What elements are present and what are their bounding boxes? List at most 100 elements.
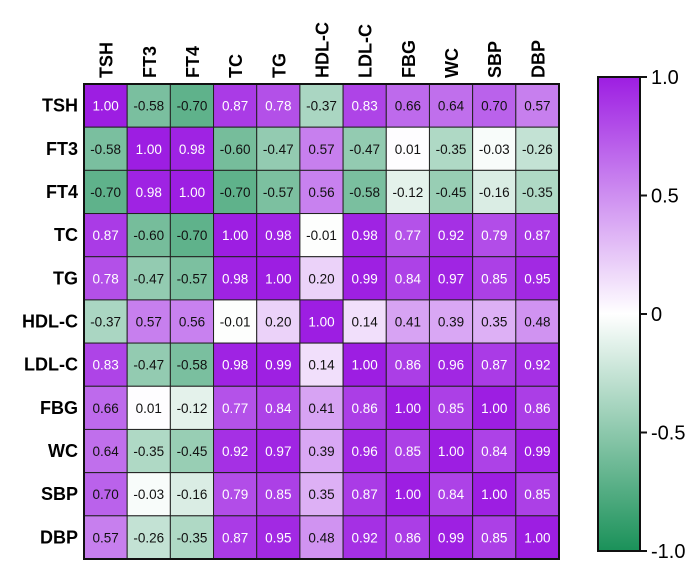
heatmap-cell bbox=[83, 385, 128, 430]
cell-value-label: 0.57 bbox=[308, 142, 334, 157]
cell-value-label: 0.83 bbox=[92, 358, 118, 373]
column-label: WC bbox=[442, 48, 462, 78]
cell-value-label: 0.86 bbox=[395, 530, 421, 545]
heatmap-cell bbox=[515, 515, 560, 560]
heatmap-cell bbox=[515, 472, 560, 517]
heatmap-cell bbox=[213, 299, 258, 344]
heatmap-cell bbox=[83, 169, 128, 215]
heatmap-cell bbox=[299, 385, 344, 430]
cell-value-label: -0.12 bbox=[392, 185, 423, 200]
row-label: LDL-C bbox=[24, 355, 78, 375]
cell-value-label: 0.56 bbox=[308, 185, 334, 200]
cell-value-label: 0.96 bbox=[352, 444, 378, 459]
row-label: DBP bbox=[40, 527, 78, 547]
cell-value-label: 0.57 bbox=[92, 530, 118, 545]
heatmap-cell bbox=[299, 342, 344, 387]
cell-value-label: 0.87 bbox=[222, 99, 248, 114]
row-label: TG bbox=[53, 268, 78, 288]
cell-value-label: -0.47 bbox=[349, 142, 380, 157]
heatmap-cell bbox=[256, 256, 301, 301]
cell-value-label: 0.39 bbox=[308, 444, 334, 459]
heatmap-cell bbox=[256, 515, 301, 560]
cell-value-label: 0.84 bbox=[481, 444, 508, 459]
cell-value-label: -0.03 bbox=[479, 142, 510, 157]
cell-value-label: 1.00 bbox=[179, 185, 205, 200]
column-label: FT4 bbox=[183, 46, 203, 78]
heatmap-cell bbox=[342, 126, 387, 171]
heatmap-cell bbox=[515, 299, 560, 344]
cell-value-label: -0.26 bbox=[522, 142, 553, 157]
cell-value-label: 0.41 bbox=[308, 401, 334, 416]
cell-value-label: -0.47 bbox=[263, 142, 294, 157]
heatmap-cell bbox=[83, 299, 128, 344]
cell-value-label: 0.99 bbox=[352, 271, 378, 286]
cell-value-label: 0.64 bbox=[92, 444, 119, 459]
column-label: HDL-C bbox=[313, 22, 333, 78]
heatmap-cell bbox=[385, 515, 430, 560]
cell-value-label: 0.41 bbox=[395, 315, 421, 330]
cell-value-label: 1.00 bbox=[92, 99, 118, 114]
row-label: HDL-C bbox=[22, 312, 78, 332]
heatmap-cell bbox=[472, 256, 517, 301]
row-label: FT4 bbox=[46, 182, 78, 202]
cell-value-label: 0.70 bbox=[481, 99, 507, 114]
cell-value-label: 0.48 bbox=[308, 530, 334, 545]
heatmap-cell bbox=[428, 515, 474, 560]
cell-value-label: 0.99 bbox=[265, 358, 291, 373]
column-label: TC bbox=[226, 54, 246, 78]
colorbar-gradient bbox=[597, 76, 641, 552]
row-label: FBG bbox=[40, 398, 78, 418]
cell-value-label: 0.87 bbox=[222, 530, 248, 545]
heatmap-cell bbox=[126, 342, 171, 387]
heatmap-cells: 1.00 -0.58 -0.70 0.87 0.78 -0.37 0.83 0.66 0.64 0… bbox=[83, 83, 560, 560]
cell-value-label: 0.84 bbox=[438, 487, 465, 502]
heatmap-cell bbox=[428, 256, 474, 301]
cell-value-label: 0.79 bbox=[481, 228, 507, 243]
cell-value-label: 0.85 bbox=[395, 444, 421, 459]
cell-value-label: -0.35 bbox=[436, 142, 467, 157]
cell-value-label: -0.70 bbox=[177, 99, 208, 114]
heatmap-cell bbox=[169, 515, 215, 560]
cell-value-label: 0.98 bbox=[222, 271, 248, 286]
cell-value-label: -0.58 bbox=[133, 99, 164, 114]
cell-value-label: 0.92 bbox=[524, 358, 550, 373]
cell-value-label: 0.84 bbox=[395, 271, 422, 286]
heatmap-cell bbox=[472, 385, 517, 430]
heatmap-cell bbox=[83, 342, 128, 387]
heatmap-cell bbox=[515, 385, 560, 430]
cell-value-label: 0.98 bbox=[136, 185, 162, 200]
column-labels: TSH FT3 FT4 TC TG HDL-C LDL-C FBG WC SBP DBP bbox=[97, 22, 549, 78]
heatmap-cell bbox=[299, 126, 344, 171]
heatmap-cell bbox=[169, 256, 215, 301]
cell-value-label: 0.14 bbox=[352, 315, 379, 330]
cell-value-label: -0.58 bbox=[349, 185, 380, 200]
heatmap-cell bbox=[169, 472, 215, 517]
cell-value-label: -0.01 bbox=[220, 315, 251, 330]
heatmap-cell bbox=[299, 256, 344, 301]
heatmap-cell bbox=[342, 256, 387, 301]
column-label: TSH bbox=[97, 42, 117, 78]
cell-value-label: 0.92 bbox=[352, 530, 378, 545]
row-labels: TSH FT3 FT4 TC TG HDL-C LDL-C FBG WC SBP DBP bbox=[22, 96, 78, 548]
cell-value-label: 0.98 bbox=[179, 142, 205, 157]
cell-value-label: 0.98 bbox=[352, 228, 378, 243]
heatmap-cell bbox=[342, 385, 387, 430]
cell-value-label: 0.98 bbox=[222, 358, 248, 373]
heatmap-cell bbox=[169, 126, 215, 171]
heatmap-border bbox=[83, 83, 560, 560]
heatmap-cell bbox=[515, 342, 560, 387]
heatmap-cell bbox=[299, 299, 344, 344]
cell-value-label: -0.58 bbox=[90, 142, 121, 157]
cell-value-label: -0.26 bbox=[133, 530, 164, 545]
heatmap-cell bbox=[126, 256, 171, 301]
cell-value-label: 0.56 bbox=[179, 315, 205, 330]
cell-value-label: 0.92 bbox=[438, 228, 464, 243]
heatmap-cell bbox=[83, 83, 128, 128]
row-label: FT3 bbox=[46, 139, 78, 159]
heatmap-cell bbox=[126, 385, 171, 430]
cell-value-label: 0.86 bbox=[524, 401, 550, 416]
column-label: SBP bbox=[485, 41, 505, 78]
cell-value-label: -0.60 bbox=[133, 228, 164, 243]
heatmap-cell bbox=[213, 385, 258, 430]
